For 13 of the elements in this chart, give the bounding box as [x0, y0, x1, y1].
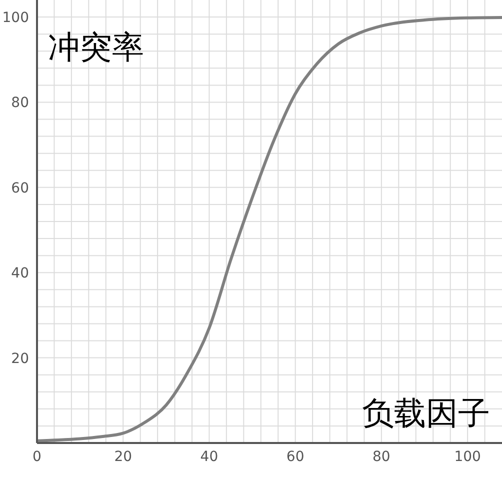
y-tick-label: 40: [11, 266, 29, 282]
x-tick-label: 100: [454, 448, 481, 465]
x-tick-label: 40: [200, 448, 218, 465]
y-tick-label: 80: [11, 95, 29, 112]
y-tick-label: 60: [11, 180, 29, 196]
x-tick-label: 60: [286, 448, 304, 465]
x-axis-title: 负载因子: [362, 394, 490, 432]
y-tick-label: 20: [11, 350, 29, 367]
y-axis-title: 冲突率: [48, 28, 144, 66]
x-tick-label: 80: [372, 448, 390, 465]
x-tick-label: 0: [32, 448, 42, 465]
y-tick-label: 100: [2, 10, 29, 26]
x-tick-label: 20: [114, 448, 132, 465]
